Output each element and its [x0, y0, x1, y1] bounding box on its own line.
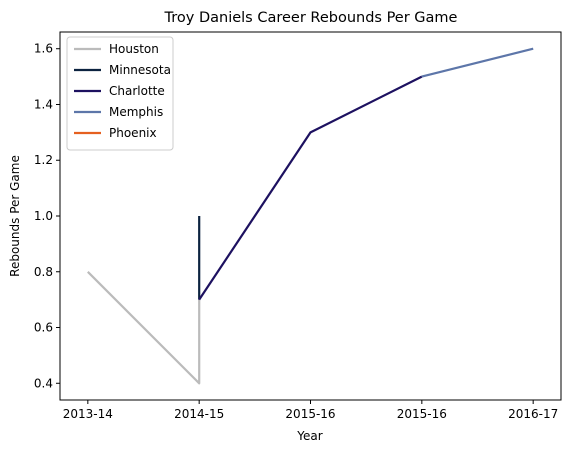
y-tick-label: 0.4	[34, 376, 53, 390]
x-tick-label: 2013-14	[63, 407, 113, 421]
y-tick-label: 1.4	[34, 97, 53, 111]
x-tick-label: 2014-15	[174, 407, 224, 421]
y-tick-label: 1.6	[34, 42, 53, 56]
legend-label: Houston	[109, 42, 159, 56]
y-tick-label: 1.0	[34, 209, 53, 223]
x-axis: 2013-142014-152015-162015-162016-172017-…	[63, 400, 573, 421]
x-tick-label: 2016-17	[508, 407, 558, 421]
x-axis-label: Year	[296, 429, 322, 443]
legend-label: Memphis	[109, 105, 163, 119]
x-tick-label: 2015-16	[397, 407, 447, 421]
legend-label: Minnesota	[109, 63, 171, 77]
y-tick-label: 1.2	[34, 153, 53, 167]
legend-label: Charlotte	[109, 84, 165, 98]
x-tick-label: 2015-16	[285, 407, 335, 421]
chart-title: Troy Daniels Career Rebounds Per Game	[164, 10, 458, 26]
y-axis-label: Rebounds Per Game	[8, 155, 22, 277]
legend: Houston Minnesota Charlotte Memphis Phoenix	[67, 37, 173, 150]
series-line-2	[199, 77, 422, 300]
y-axis: 0.4 0.6 0.8 1.0 1.2 1.4 1.6	[34, 42, 60, 391]
series-line-3	[422, 49, 533, 77]
series-line-0	[88, 272, 199, 384]
y-tick-label: 0.8	[34, 265, 53, 279]
legend-label: Phoenix	[109, 126, 157, 140]
y-tick-label: 0.6	[34, 321, 53, 335]
